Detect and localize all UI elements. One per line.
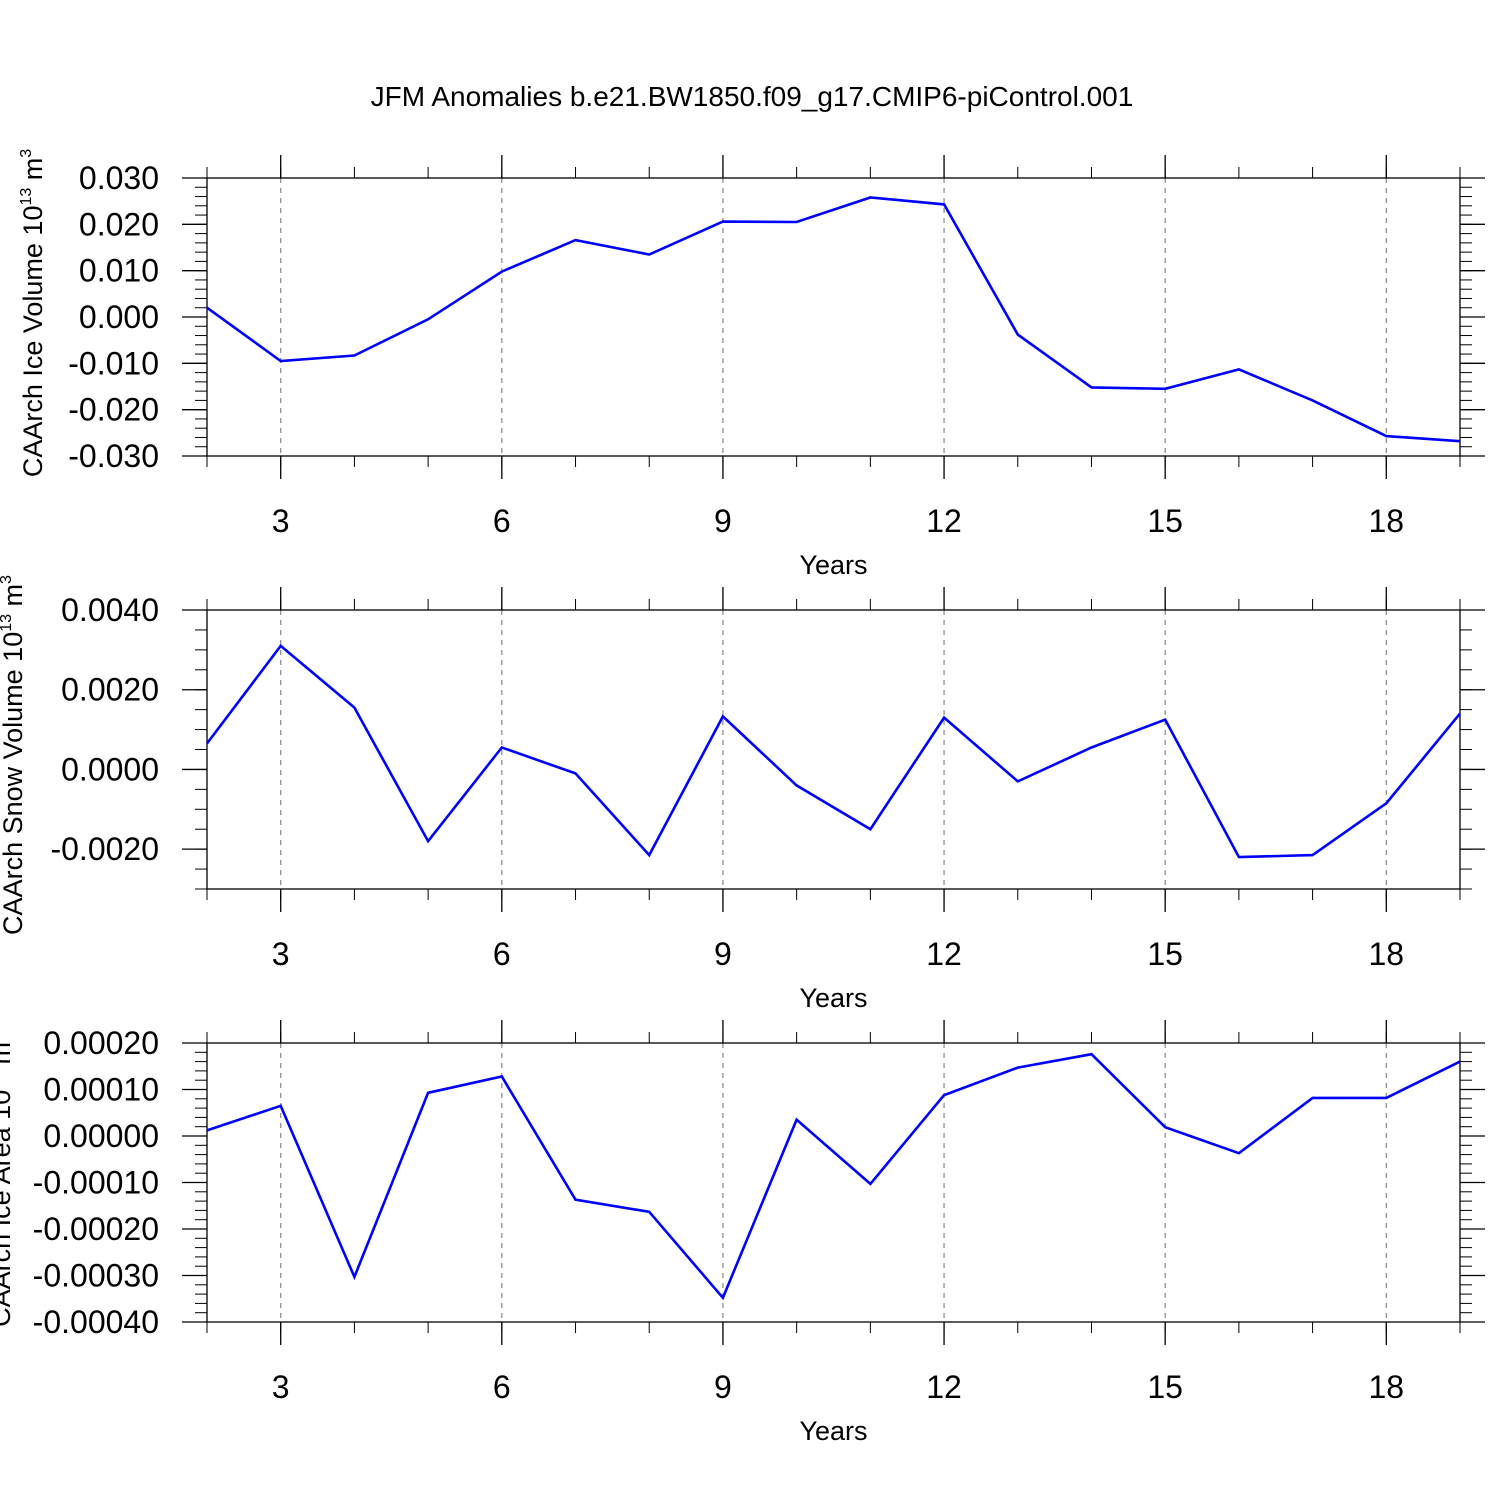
- x-axis-label: Years: [799, 983, 867, 1013]
- figure-title: JFM Anomalies b.e21.BW1850.f09_g17.CMIP6…: [371, 81, 1134, 112]
- y-axis-label-text: m: [0, 584, 28, 614]
- y-tick-label: 0.00010: [43, 1072, 159, 1108]
- x-tick-label: 6: [493, 936, 511, 972]
- y-tick-label: 0.010: [79, 253, 159, 289]
- y-tick-label: -0.00020: [33, 1211, 159, 1247]
- y-tick-label: 0.030: [79, 160, 159, 196]
- x-axis-label: Years: [799, 550, 867, 580]
- y-axis-label-text: CAArch Snow Volume 10: [0, 632, 28, 935]
- panel-3: 3 6 9 12 15 18 0.00020 0.00010 0.00000 -0.00010 -0…: [0, 1020, 1485, 1446]
- y-tick-label: 0.000: [79, 299, 159, 335]
- y-axis-label-text: CAArch Ice Volume 10: [18, 206, 48, 478]
- y-axis-label-text: m: [18, 158, 48, 188]
- x-tick-label: 15: [1147, 1369, 1183, 1405]
- x-tick-label: 18: [1368, 503, 1404, 539]
- y-axis-label: CAArch Snow Volume 1013 m3: [0, 575, 28, 935]
- x-tick-label: 9: [714, 503, 732, 539]
- y-tick-label: -0.00030: [33, 1258, 159, 1294]
- y-tick-label: 0.0000: [61, 751, 159, 787]
- x-tick-label: 12: [926, 936, 962, 972]
- y-tick-label: -0.00010: [33, 1165, 159, 1201]
- y-tick-label: 0.00000: [43, 1118, 159, 1154]
- chart-panels: 3 6 9 12 15 18 0.030 0.020 0.010 0.000 -0.010 -0.02…: [0, 149, 1485, 1446]
- x-tick-label: 3: [272, 1369, 290, 1405]
- x-tick-label: 6: [493, 503, 511, 539]
- y-axis-label: CAArch Ice Volume 1013 m3: [18, 149, 48, 477]
- x-tick-label: 18: [1368, 1369, 1404, 1405]
- x-tick-label: 3: [272, 936, 290, 972]
- y-tick-label: -0.030: [68, 438, 159, 474]
- x-tick-label: 6: [493, 1369, 511, 1405]
- series-line: [205, 644, 1462, 859]
- y-tick-label: 0.00020: [43, 1025, 159, 1061]
- x-tick-label: 15: [1147, 936, 1183, 972]
- y-axis-label-text: m: [0, 1042, 16, 1072]
- y-tick-label: -0.010: [68, 345, 159, 381]
- x-tick-label: 9: [714, 936, 732, 972]
- y-tick-label: -0.020: [68, 392, 159, 428]
- x-tick-label: 18: [1368, 936, 1404, 972]
- x-tick-label: 9: [714, 1369, 732, 1405]
- y-tick-label: -0.0020: [50, 831, 159, 867]
- y-axis-label: CAArch Ice Area 1013 m2: [0, 1033, 16, 1327]
- y-tick-label: 0.0040: [61, 592, 159, 628]
- y-axis-label-superscript: 3: [18, 149, 35, 158]
- x-tick-label: 12: [926, 503, 962, 539]
- y-axis-label-superscript: 3: [0, 575, 15, 584]
- y-tick-label: 0.0020: [61, 672, 159, 708]
- y-tick-label: -0.00040: [33, 1304, 159, 1340]
- x-tick-label: 12: [926, 1369, 962, 1405]
- series-line: [206, 1052, 1461, 1301]
- y-axis-label-superscript: 13: [0, 1072, 3, 1090]
- y-tick-label: 0.020: [79, 206, 159, 242]
- y-axis-label-text: CAArch Ice Area 10: [0, 1090, 16, 1327]
- panel-2: 3 6 9 12 15 18 0.0040 0.0020 0.0000 -0.0020 Years C…: [0, 575, 1485, 1013]
- x-axis-label: Years: [799, 1416, 867, 1446]
- panel-1: 3 6 9 12 15 18 0.030 0.020 0.010 0.000 -0.010 -0.02…: [18, 149, 1485, 580]
- x-tick-label: 3: [272, 503, 290, 539]
- y-axis-label-superscript: 2: [0, 1033, 3, 1042]
- y-axis-label-superscript: 13: [0, 614, 15, 632]
- series-line: [206, 196, 1461, 443]
- y-axis-label-superscript: 13: [18, 188, 35, 206]
- x-tick-label: 15: [1147, 503, 1183, 539]
